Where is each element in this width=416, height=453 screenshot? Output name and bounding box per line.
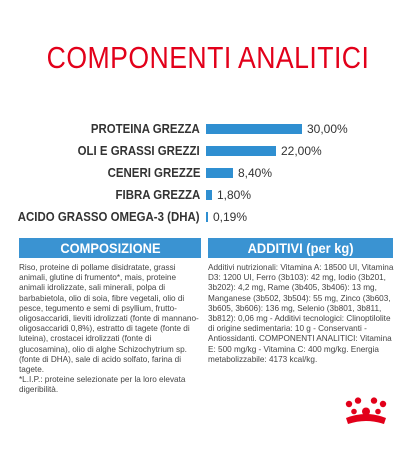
analysis-label: CENERI GREZZE [107,165,200,180]
analysis-label: PROTEINA GREZZA [91,121,200,136]
additives-text: Additivi nutrizionali: Vitamina A: 18500… [208,263,394,364]
analysis-value: 22,00% [281,144,322,158]
analysis-bar [206,168,233,178]
analysis-value: 0,19% [213,210,248,224]
analysis-row-fibre: FIBRA GREZZA 1,80% [0,185,416,205]
analysis-label: ACIDO GRASSO OMEGA-3 (DHA) [18,209,200,224]
analysis-row-ash: CENERI GREZZE 8,40% [0,163,416,183]
analysis-row-fats: OLI E GRASSI GREZZI 22,00% [0,141,416,161]
page-title: COMPONENTI ANALITICI [46,40,370,75]
composition-text-block: Riso, proteine di pollame disidratate, g… [19,263,202,396]
additives-header-label: ADDITIVI (per kg) [247,240,354,256]
analysis-label: OLI E GRASSI GREZZI [77,143,200,158]
additives-header: ADDITIVI (per kg) [208,238,393,258]
composition-text: Riso, proteine di pollame disidratate, g… [19,263,199,375]
analysis-value: 8,40% [238,166,273,180]
analysis-label: FIBRA GREZZA [115,187,200,202]
analysis-row-omega3: ACIDO GRASSO OMEGA-3 (DHA) 0,19% [0,207,416,227]
royal-canin-crown-icon [345,397,387,424]
analysis-value: 1,80% [217,188,252,202]
analysis-value: 30,00% [307,122,348,136]
analysis-bar [206,124,302,134]
analytical-components-chart: PROTEINA GREZZA 30,00% OLI E GRASSI GREZ… [0,119,416,229]
additives-text-block: Additivi nutrizionali: Vitamina A: 18500… [208,263,394,365]
analysis-bar [206,190,212,200]
analysis-row-protein: PROTEINA GREZZA 30,00% [0,119,416,139]
composition-header-label: COMPOSIZIONE [59,240,161,256]
composition-note: *L.I.P.: proteine selezionate per la lor… [19,375,186,395]
analysis-bar [206,146,276,156]
composition-header: COMPOSIZIONE [19,238,201,258]
analysis-bar [206,212,208,222]
